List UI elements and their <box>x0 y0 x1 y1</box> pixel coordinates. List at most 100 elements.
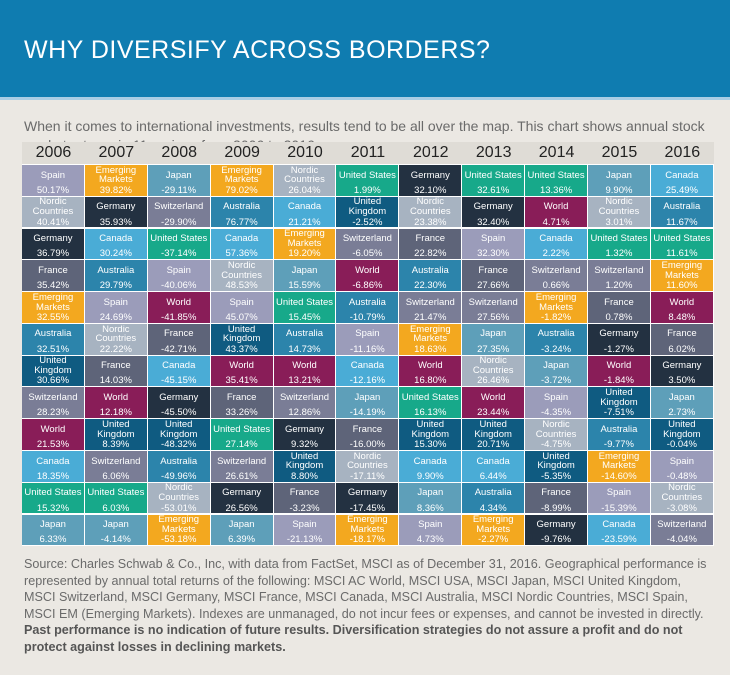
return-value: -8.99% <box>541 502 572 514</box>
region-label: Japan <box>40 519 66 531</box>
return-value: 26.56% <box>225 502 258 514</box>
footnote: Source: Charles Schwab & Co., Inc, with … <box>24 556 714 655</box>
return-value: 14.73% <box>288 343 321 355</box>
year-column: Spain 50.17% Nordic Countries 40.41% Germany… <box>22 165 85 546</box>
return-value: 35.41% <box>225 375 258 387</box>
region-label: Japan <box>606 169 632 181</box>
region-label: United Kingdom <box>663 418 701 440</box>
year-header: 2006 <box>35 144 72 161</box>
return-cell: Australia 22.30% <box>399 260 462 292</box>
return-cell: Emerging Markets 39.82% <box>84 165 147 196</box>
return-value: 6.02% <box>668 343 696 355</box>
return-cell: Australia 14.73% <box>273 323 336 355</box>
return-value: 12.18% <box>99 407 132 419</box>
year-column: United States 32.61% Germany 32.40% Spain 32.… <box>462 165 525 546</box>
return-cell: World -41.85% <box>147 292 210 323</box>
region-label: Nordic Countries <box>221 259 262 281</box>
region-label: Nordic Countries <box>32 196 74 218</box>
return-value: 35.42% <box>36 280 70 292</box>
return-value: 39.82% <box>99 184 132 196</box>
region-label: Switzerland <box>28 391 78 403</box>
return-value: -29.90% <box>161 216 197 228</box>
return-value: -41.85% <box>161 311 197 323</box>
region-label: United Kingdom <box>411 418 450 440</box>
return-value: -6.05% <box>352 248 383 260</box>
region-label: Germany <box>96 201 136 213</box>
return-value: 79.02% <box>225 184 258 196</box>
region-label: Japan <box>668 391 695 403</box>
region-label: United Kingdom <box>97 418 135 440</box>
return-value: -16.00% <box>349 439 386 451</box>
return-value: 35.93% <box>99 216 132 228</box>
return-cell: Spain 24.69% <box>84 292 147 323</box>
return-value: -53.01% <box>161 502 197 514</box>
return-value: -17.11% <box>350 470 385 482</box>
return-cell: Switzerland -29.90% <box>147 196 210 228</box>
return-value: 8.36% <box>416 502 444 514</box>
return-cell: Australia -3.24% <box>525 323 588 355</box>
year-header: 2016 <box>664 144 701 161</box>
return-cell: Australia -10.79% <box>336 292 399 323</box>
return-cell: Emerging Markets 18.63% <box>399 323 462 355</box>
region-label: Australia <box>160 455 198 467</box>
return-value: -10.79% <box>349 311 386 323</box>
return-value: 22.30% <box>414 280 447 292</box>
region-label: United Kingdom <box>285 450 324 472</box>
region-label: United States <box>275 296 334 308</box>
return-value: 57.36% <box>225 248 258 260</box>
title-banner: WHY DIVERSIFY ACROSS BORDERS? <box>0 0 730 100</box>
source-text: Source: Charles Schwab & Co., Inc, with … <box>24 557 707 621</box>
region-label: Emerging Markets <box>472 514 514 535</box>
return-value: 6.03% <box>102 502 130 514</box>
region-label: Germany <box>410 169 450 181</box>
disclaimer-text: Past performance is no indication of fut… <box>24 623 683 654</box>
region-label: United States <box>401 391 459 403</box>
return-value: 15.45% <box>288 311 321 323</box>
return-cell: Germany 26.56% <box>210 482 273 514</box>
return-value: -53.18% <box>161 534 197 546</box>
return-cell: Emerging Markets 11.60% <box>650 260 713 291</box>
region-label: Switzerland <box>91 455 141 467</box>
return-value: 50.17% <box>36 184 70 196</box>
region-label: Canada <box>539 233 573 245</box>
return-value: 0.78% <box>605 311 633 323</box>
region-label: Germany <box>159 391 199 403</box>
return-value: 9.90% <box>605 184 633 196</box>
region-label: France <box>352 423 383 435</box>
return-value: 6.39% <box>228 534 256 546</box>
region-label: United States <box>653 233 711 245</box>
return-cell: Switzerland 28.23% <box>22 387 84 419</box>
return-cell: France 14.03% <box>84 355 147 387</box>
return-cell: World 23.44% <box>462 387 525 419</box>
return-value: 21.21% <box>288 216 321 228</box>
return-cell: Spain 4.73% <box>399 514 462 546</box>
region-label: United States <box>464 169 522 181</box>
return-value: 32.10% <box>414 184 447 196</box>
return-cell: France 22.82% <box>399 228 462 260</box>
return-cell: United Kingdom 43.37% <box>210 323 273 355</box>
year-header: 2009 <box>224 144 260 161</box>
return-value: 27.66% <box>477 280 510 292</box>
region-label: France <box>163 328 194 340</box>
return-cell: United States 1.99% <box>336 165 399 196</box>
region-label: Spain <box>103 296 128 308</box>
region-label: Emerging Markets <box>409 323 451 345</box>
region-label: World <box>669 296 695 308</box>
return-value: -3.72% <box>541 375 572 387</box>
returns-table: 2006 2007 2008 2009 2010 2011 2012 2013 2014 2015… <box>22 142 714 547</box>
region-label: Australia <box>663 201 701 213</box>
region-label: Switzerland <box>468 296 518 308</box>
region-label: Japan <box>102 519 129 531</box>
return-value: -14.19% <box>349 407 386 419</box>
return-cell: Nordic Countries 40.41% <box>22 196 84 228</box>
return-value: -4.14% <box>100 534 131 546</box>
region-label: World <box>40 423 66 435</box>
return-cell: Japan 8.36% <box>399 482 462 514</box>
return-value: 76.77% <box>225 216 258 228</box>
region-label: France <box>226 391 257 403</box>
return-cell: World -1.84% <box>588 355 650 387</box>
year-header: 2012 <box>412 144 449 161</box>
year-header: 2011 <box>350 144 386 161</box>
year-header: 2015 <box>601 144 638 161</box>
return-cell: United States 27.14% <box>210 419 273 450</box>
